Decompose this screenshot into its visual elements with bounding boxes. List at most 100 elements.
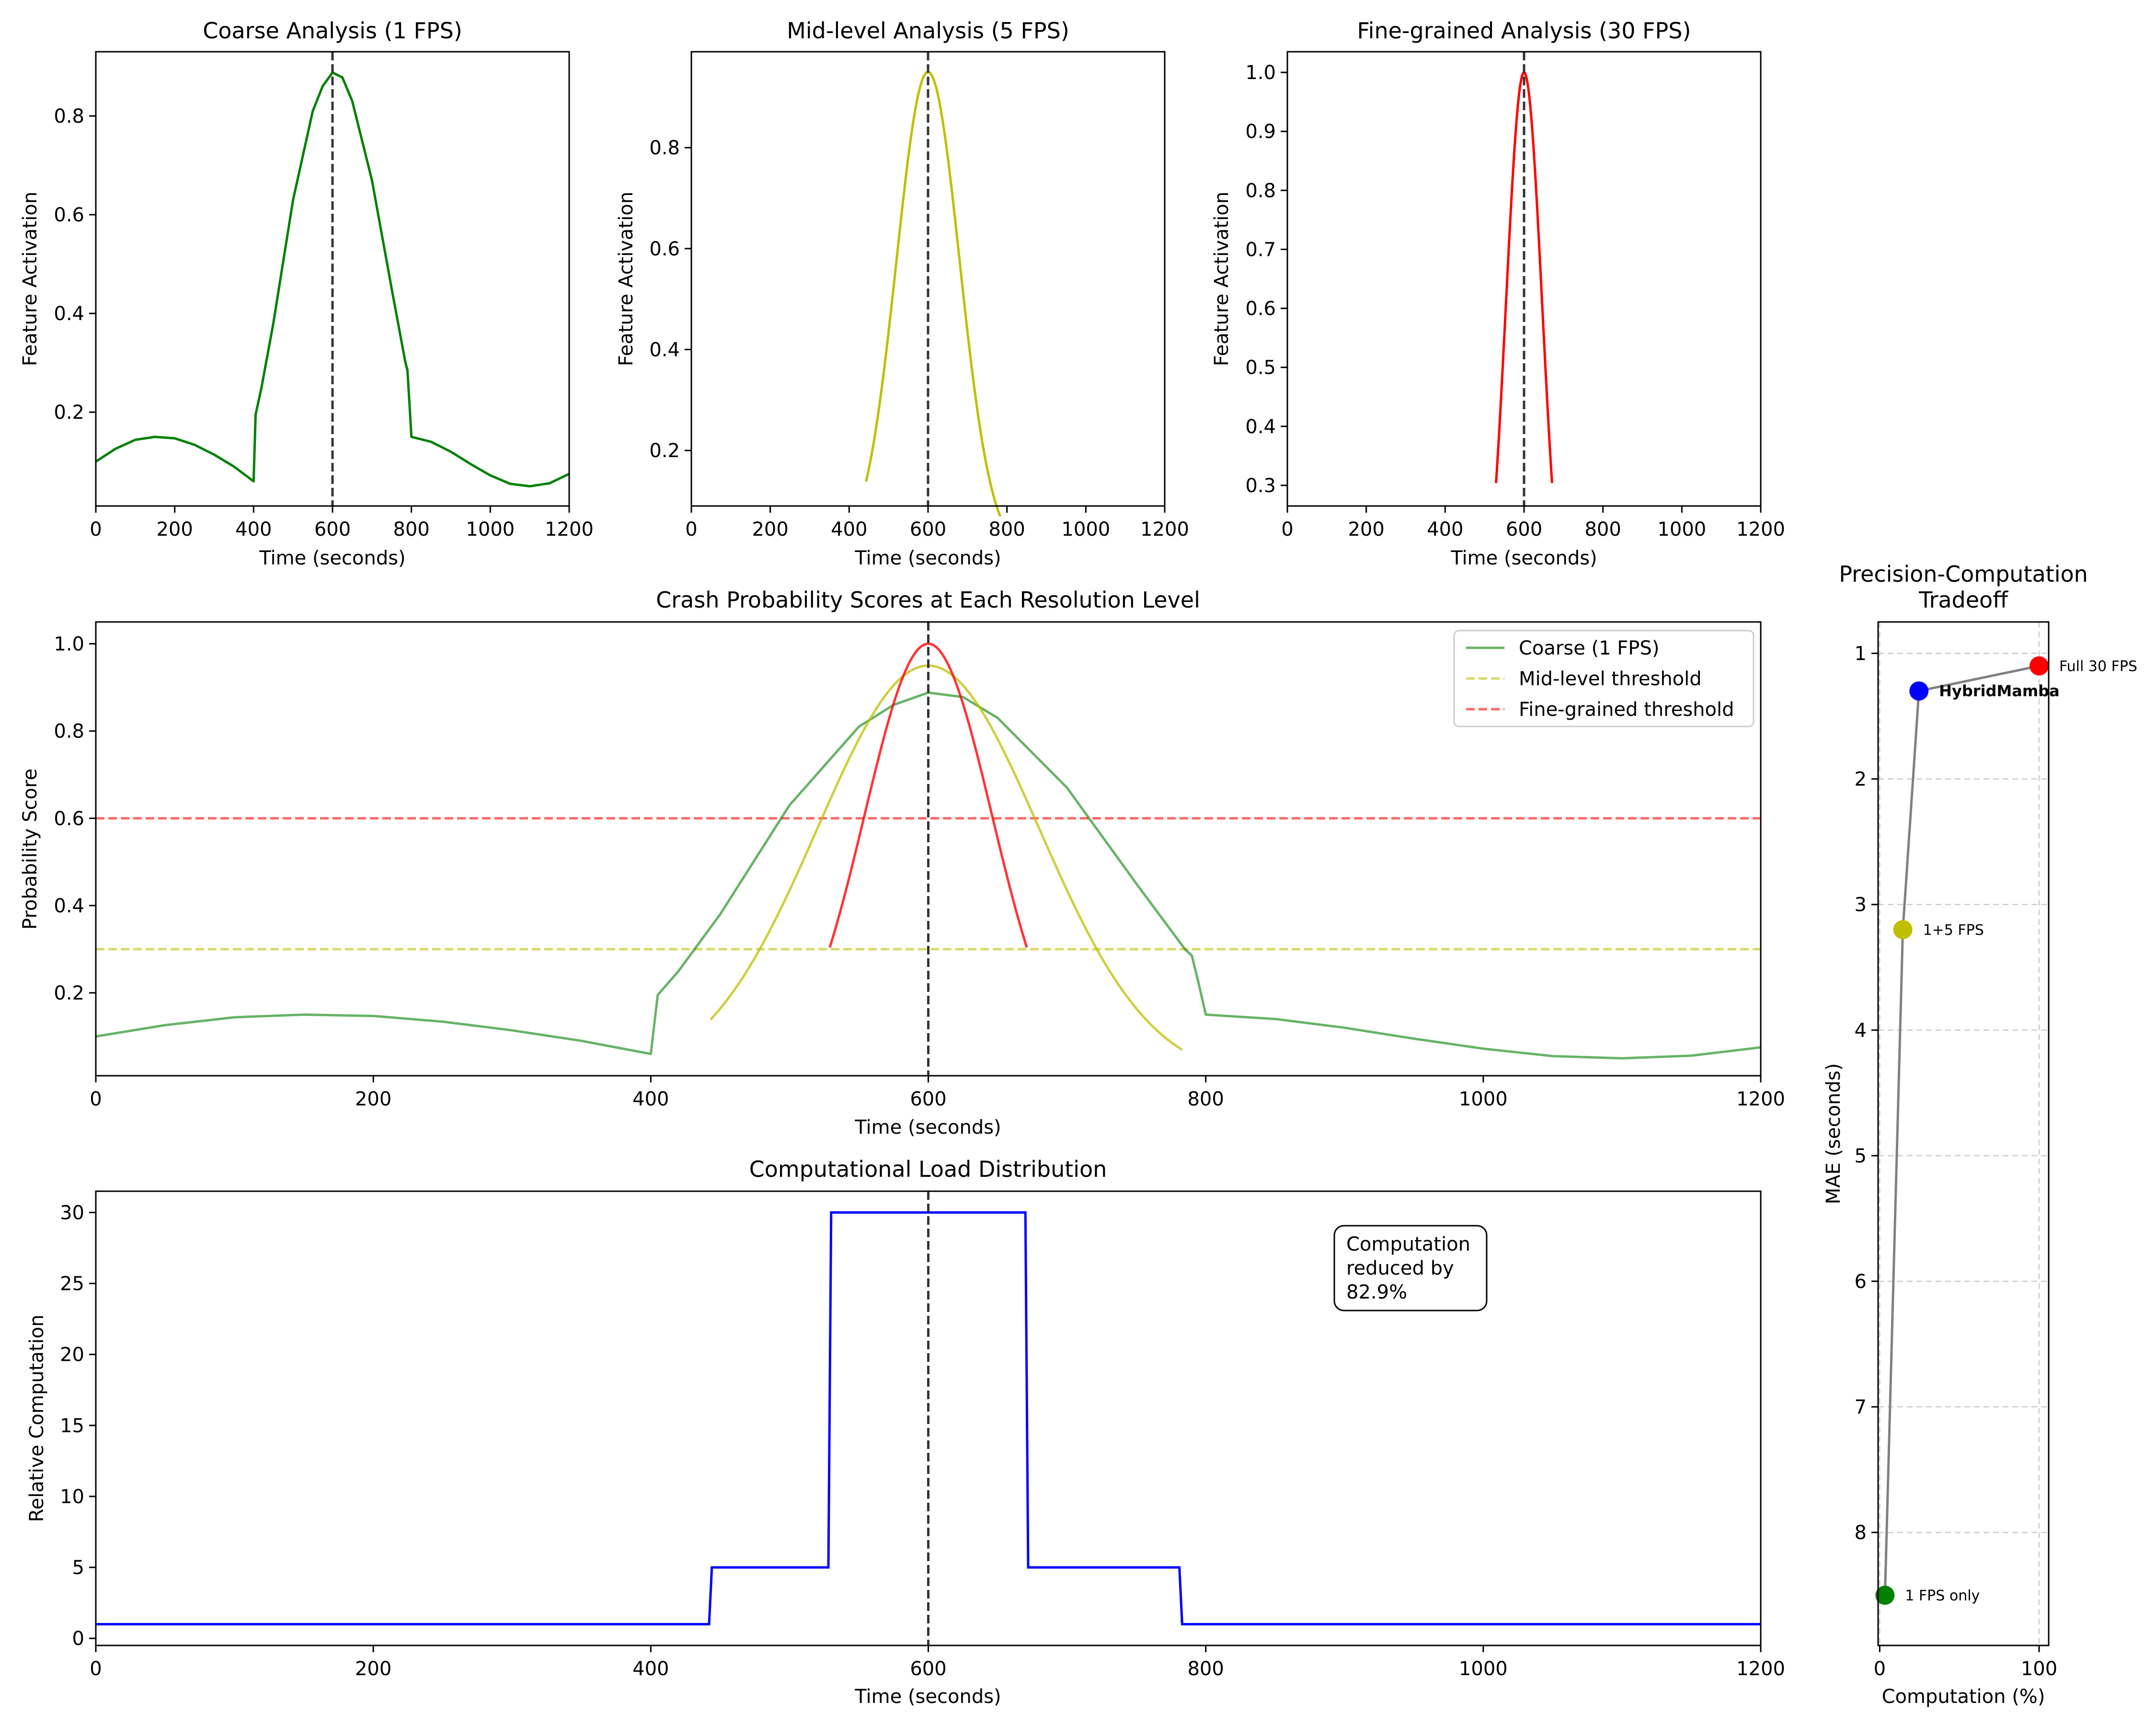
probability-xtick-label: 0 <box>90 1088 102 1110</box>
mid-ylabel: Feature Activation <box>615 192 637 366</box>
tradeoff-ytick-label: 8 <box>1855 1522 1867 1544</box>
mid-xtick-label: 1000 <box>1061 518 1110 540</box>
coarse-ytick-label: 0.6 <box>54 204 84 226</box>
tradeoff-ytick-label: 7 <box>1855 1396 1867 1418</box>
coarse-title: Coarse Analysis (1 FPS) <box>203 18 462 44</box>
probability-title: Crash Probability Scores at Each Resolut… <box>656 587 1200 613</box>
coarse-xtick-label: 600 <box>314 518 351 540</box>
tradeoff-ylabel: MAE (seconds) <box>1823 1063 1845 1205</box>
mid-xtick-label: 1200 <box>1140 518 1189 540</box>
load-xtick-label: 800 <box>1187 1658 1224 1680</box>
load-xlabel: Time (seconds) <box>854 1686 1001 1708</box>
fine-xtick-label: 400 <box>1427 518 1463 540</box>
load-ylabel: Relative Computation <box>26 1315 48 1522</box>
mid-title: Mid-level Analysis (5 FPS) <box>787 18 1069 44</box>
tradeoff-axes-frame <box>1877 621 2050 1646</box>
fine-ytick-label: 0.6 <box>1245 298 1276 320</box>
coarse-activation-line <box>95 71 570 488</box>
probability-ylabel: Probability Score <box>19 769 41 930</box>
probability-xtick-label: 600 <box>910 1088 946 1110</box>
tradeoff-panel: Precision-Computation Tradeoff 1 FPS onl… <box>1823 561 2137 1708</box>
fine-title: Fine-grained Analysis (30 FPS) <box>1357 18 1691 44</box>
fine-panel: Fine-grained Analysis (30 FPS) 0 200 400 60… <box>1211 18 1785 569</box>
probability-xtick-label: 1200 <box>1736 1088 1785 1110</box>
tradeoff-point-label-1-fps-only: 1 FPS only <box>1905 1587 1980 1604</box>
coarse-ylabel: Feature Activation <box>19 192 41 366</box>
legend: Coarse (1 FPS) Mid-level threshold Fine-… <box>1453 630 1755 727</box>
tradeoff-ytick-label: 6 <box>1855 1271 1867 1293</box>
fine-ytick-label: 0.9 <box>1245 121 1276 143</box>
tradeoff-title-line-2: Tradeoff <box>1918 587 2008 613</box>
fine-ylabel: Feature Activation <box>1211 192 1233 366</box>
coarse-ytick-label: 0.2 <box>54 402 84 424</box>
tradeoff-point-label-1-5-fps: 1+5 FPS <box>1923 922 1984 939</box>
load-ytick-label: 25 <box>60 1273 84 1295</box>
probability-mid-line <box>710 664 1183 1051</box>
probability-panel: Crash Probability Scores at Each Resolut… <box>19 587 1785 1138</box>
mid-xtick-label: 600 <box>910 518 946 540</box>
mid-panel: Mid-level Analysis (5 FPS) 0 200 400 600 800… <box>615 18 1189 569</box>
probability-xtick-label: 400 <box>632 1088 669 1110</box>
probability-coarse-line <box>95 691 1761 1060</box>
coarse-ytick-label: 0.4 <box>54 303 84 325</box>
tradeoff-point-hybridmamba <box>1909 681 1929 701</box>
fine-xtick-label: 800 <box>1584 518 1621 540</box>
mid-xtick-label: 800 <box>988 518 1025 540</box>
legend-label-coarse: Coarse (1 FPS) <box>1519 637 1659 659</box>
fine-xtick-label: 1000 <box>1657 518 1706 540</box>
annotation-box <box>1333 1225 1488 1311</box>
legend-label-mid-threshold: Mid-level threshold <box>1519 668 1702 690</box>
mid-ytick-label: 0.2 <box>649 440 680 462</box>
load-panel: Computational Load Distribution 0 200 400 6… <box>26 1156 1785 1708</box>
tradeoff-point-1-5-fps <box>1893 920 1913 940</box>
tradeoff-xlabel: Computation (%) <box>1882 1686 2045 1708</box>
fine-xtick-label: 600 <box>1506 518 1542 540</box>
load-ytick-label: 30 <box>60 1202 84 1224</box>
legend-label-fine-threshold: Fine-grained threshold <box>1519 699 1734 721</box>
coarse-xlabel: Time (seconds) <box>259 547 405 569</box>
load-ytick-label: 10 <box>60 1486 84 1508</box>
probability-ytick-label: 1.0 <box>54 633 84 656</box>
coarse-xtick-label: 1000 <box>466 518 515 540</box>
mid-ytick-label: 0.4 <box>649 339 680 361</box>
tradeoff-point-full-30-fps <box>2030 656 2049 676</box>
coarse-xtick-label: 800 <box>393 518 429 540</box>
load-xtick-label: 200 <box>355 1658 391 1680</box>
mid-ytick-label: 0.8 <box>649 137 680 159</box>
fine-ytick-label: 0.7 <box>1245 239 1276 261</box>
mid-xlabel: Time (seconds) <box>854 547 1001 569</box>
load-xtick-label: 1200 <box>1736 1658 1785 1680</box>
tradeoff-line <box>1883 665 2040 1596</box>
tradeoff-ytick-label: 3 <box>1855 894 1867 916</box>
tradeoff-xtick-label: 0 <box>1874 1658 1886 1680</box>
fine-xtick-label: 1200 <box>1736 518 1785 540</box>
fine-ytick-label: 0.4 <box>1245 416 1276 438</box>
load-xtick-label: 600 <box>910 1658 946 1680</box>
tradeoff-point-1-fps-only <box>1875 1586 1895 1605</box>
load-xtick-label: 1000 <box>1459 1658 1508 1680</box>
probability-ytick-label: 0.2 <box>54 982 84 1004</box>
probability-fine-line <box>828 643 1028 948</box>
fine-ytick-label: 0.5 <box>1245 357 1276 379</box>
mid-activation-line <box>865 70 1002 517</box>
coarse-ytick-label: 0.8 <box>54 105 84 127</box>
tradeoff-xtick-label: 100 <box>2021 1658 2057 1680</box>
mid-ytick-label: 0.6 <box>649 238 680 260</box>
probability-ytick-label: 0.8 <box>54 721 84 743</box>
load-ytick-label: 20 <box>60 1344 84 1366</box>
coarse-xtick-label: 1200 <box>545 518 594 540</box>
probability-xtick-label: 800 <box>1187 1088 1224 1110</box>
load-step-line <box>96 1211 1761 1626</box>
tradeoff-point-label-hybridmamba: HybridMamba <box>1939 682 2059 700</box>
load-ytick-label: 5 <box>72 1557 84 1579</box>
annotation-line-2: reduced by <box>1346 1257 1454 1279</box>
fine-xtick-label: 200 <box>1348 518 1384 540</box>
load-ytick-label: 15 <box>60 1415 84 1437</box>
coarse-panel: Coarse Analysis (1 FPS) 0 200 400 600 800 100… <box>19 18 594 569</box>
mid-xtick-label: 0 <box>685 518 697 540</box>
probability-xlabel: Time (seconds) <box>854 1116 1001 1138</box>
load-ytick-label: 0 <box>72 1628 84 1650</box>
tradeoff-point-label-full-30-fps: Full 30 FPS <box>2059 658 2137 675</box>
probability-ytick-label: 0.6 <box>54 808 84 830</box>
